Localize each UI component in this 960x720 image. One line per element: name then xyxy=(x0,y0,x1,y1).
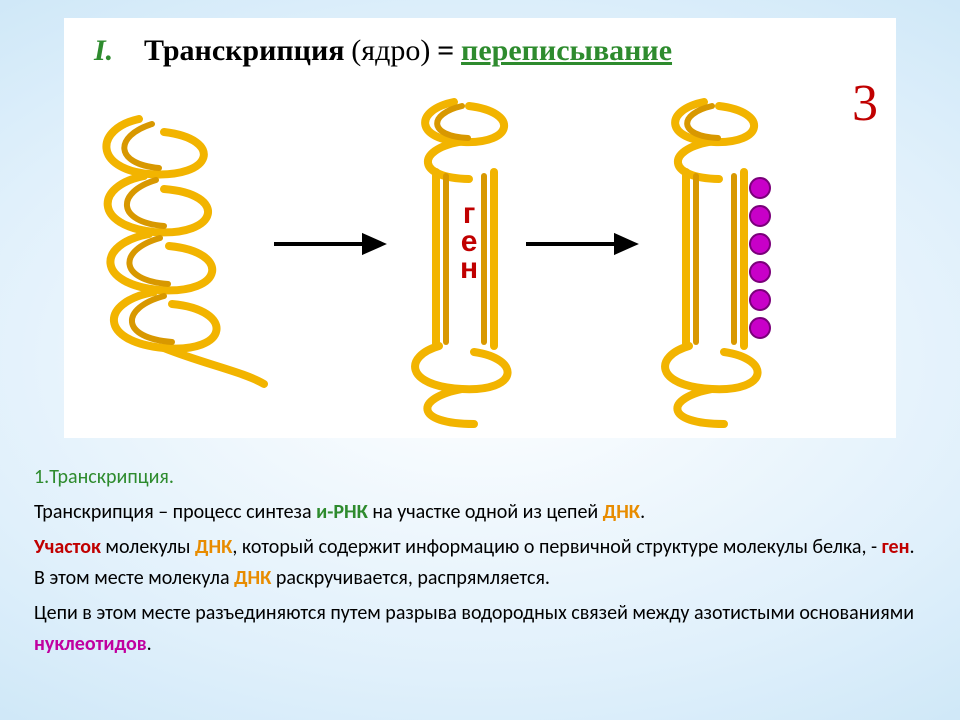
title-paren: (ядро) xyxy=(351,34,430,67)
rna-nucleotides xyxy=(750,178,770,338)
p2-a: Участок xyxy=(34,535,101,559)
p2-gen: ген xyxy=(882,535,910,559)
dna-with-rna xyxy=(665,102,757,424)
dna-coiled xyxy=(106,119,264,384)
p1-c: . xyxy=(640,500,645,524)
gene-label-line: г xyxy=(460,200,478,228)
p3-b: . xyxy=(147,632,152,656)
p2-c: , который содержит информацию о первично… xyxy=(232,535,881,559)
heading-text: Транскрипция. xyxy=(49,465,174,489)
p2-e: раскручивается, распрямляется. xyxy=(271,566,550,590)
paragraph-2: Участок молекулы ДНК, который содержит и… xyxy=(34,532,924,594)
p3-nuc: нуклеотидов xyxy=(34,632,147,656)
p3-a: Цепи в этом месте разъединяются путем ра… xyxy=(34,601,914,625)
text-block: 1.Транскрипция. Транскрипция – процесс с… xyxy=(34,462,924,664)
gene-label: г е н xyxy=(460,200,478,283)
diagram-panel: I. Транскрипция (ядро) = переписывание 3 xyxy=(64,18,896,438)
p2-b: молекулы xyxy=(101,535,195,559)
title-row: I. Транскрипция (ядро) = переписывание xyxy=(94,32,672,69)
p2-dnk2: ДНК xyxy=(234,566,271,590)
p1-dnk: ДНК xyxy=(603,500,640,524)
p1-irna: и-РНК xyxy=(316,500,368,524)
p2-dnk1: ДНК xyxy=(195,535,232,559)
title-underlined: переписывание xyxy=(461,34,672,67)
paragraph-3: Цепи в этом месте разъединяются путем ра… xyxy=(34,598,924,660)
arrow-1 xyxy=(274,236,382,252)
paragraph-1: Транскрипция – процесс синтеза и-РНК на … xyxy=(34,497,924,528)
transcription-diagram xyxy=(64,84,896,438)
title-main: Транскрипция xyxy=(144,34,345,67)
gene-label-line: е xyxy=(460,228,478,256)
arrow-2 xyxy=(526,236,634,252)
p1-a: Транскрипция – процесс синтеза xyxy=(34,500,316,524)
p1-b: на участке одной из цепей xyxy=(368,500,603,524)
heading-line: 1.Транскрипция. xyxy=(34,462,924,493)
title-numeral: I. xyxy=(94,34,113,67)
gene-label-line: н xyxy=(460,255,478,283)
title-eq: = xyxy=(437,34,454,67)
heading-num: 1. xyxy=(34,465,49,489)
